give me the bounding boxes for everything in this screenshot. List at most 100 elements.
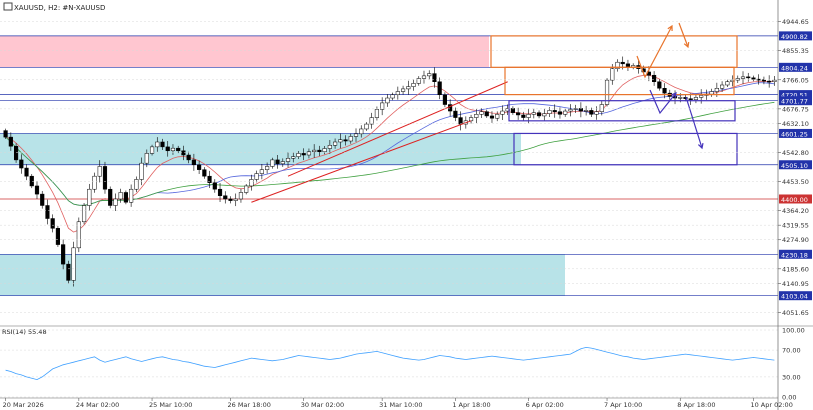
candle-body [197,164,202,170]
price-tick-label: 4944.65 [782,18,809,26]
candle-body [280,161,285,165]
candle-body [149,146,155,154]
candle-body [34,185,40,195]
candle-body [343,139,348,142]
candle-body [610,68,615,81]
purple-up-arrow-head [671,92,677,99]
candle-body [615,61,620,69]
candle-body [155,141,160,148]
time-tick-label: 25 Mar 10:00 [149,401,192,409]
candle-body [291,156,296,159]
orange-target-box [490,35,738,68]
candle-body [139,162,144,180]
candle-body [181,150,186,156]
candle-body [746,76,751,79]
candle-body [516,112,521,116]
orange-range-box [504,66,735,96]
candle-body [735,78,740,81]
candle-body [374,109,380,118]
candle-body [589,110,594,115]
rsi-tick-label: 100.00 [782,327,805,335]
time-tick-label: 10 Apr 02:00 [750,401,792,409]
candle-body [233,198,238,201]
candle-body [625,63,631,68]
candle-body [144,153,149,164]
candle-body [87,188,92,206]
candle-body [599,104,604,112]
rsi-line [5,346,775,381]
purple-target-box [513,132,738,166]
candle-body [322,148,327,153]
price-tick-label: 4319.55 [782,222,809,230]
candle-body [709,91,714,95]
candle-body [510,108,515,113]
candle-body [578,108,583,112]
candle-body [186,154,191,161]
price-level-tag [779,31,812,41]
rsi-tick-label: 70.00 [782,347,801,355]
price-level-label: 4900.82 [781,33,808,41]
candle-body [238,192,244,200]
candle-body [662,88,667,94]
candle-body [531,112,536,115]
candle-body [296,153,301,157]
price-level-tag [779,291,812,301]
time-tick-label: 1 Apr 18:00 [452,401,490,409]
candle-body [474,114,479,118]
candle-body [113,198,118,206]
candle-body [479,111,484,115]
candle-body [118,192,123,200]
candle-body [249,179,254,187]
candle-body [547,110,552,114]
candle-body [129,188,134,203]
candle-body [202,169,207,177]
purple-down-arrow-head [697,142,704,150]
candle-body [223,195,228,200]
candle-body [772,79,777,82]
zone-demand [0,254,565,296]
price-tick-label: 4542.80 [782,149,809,157]
candle-body [484,111,489,117]
candle-body [720,84,725,89]
candle-body [385,97,390,104]
candle-body [254,173,259,180]
orange-up-arrow [636,25,673,79]
candle-body [228,198,233,201]
candle-body [495,114,500,119]
candle-body [594,111,599,115]
candle-body [170,147,176,152]
candle-body [66,263,71,281]
candle-body [40,193,45,206]
candle-body [134,179,139,190]
candle-body [364,123,369,130]
candle-body [353,133,359,137]
candle-body [604,79,610,105]
price-tick-label: 4364.20 [782,207,809,215]
candle-body [526,114,531,118]
price-level-tag [779,128,812,138]
candle-body [50,218,55,229]
time-tick-label: 31 Mar 10:00 [379,401,422,409]
rsi-panel: RSI(14) 55.48 100.00 70.00 30.00 0.00 [0,325,813,402]
candle-body [165,146,170,152]
candle-body [688,98,693,100]
candle-body [568,109,573,112]
time-tick-label: 24 Mar 02:00 [76,401,119,409]
zone-supply [0,35,489,68]
candle-body [400,88,406,92]
candle-body [557,111,563,115]
candle-body [552,110,557,112]
candle-body [207,175,212,183]
price-tick-label: 4676.75 [782,105,809,113]
time-tick-label: 30 Mar 02:00 [301,401,344,409]
price-level-tag [779,249,812,259]
price-tick-label: 4632.10 [782,120,809,128]
candle-body [563,110,568,115]
candle-body [761,79,767,82]
time-tick-label: 7 Apr 10:00 [604,401,642,409]
candle-body [468,117,474,122]
price-level-tag [779,194,812,204]
candle-body [312,149,317,153]
candle-body [620,61,625,65]
